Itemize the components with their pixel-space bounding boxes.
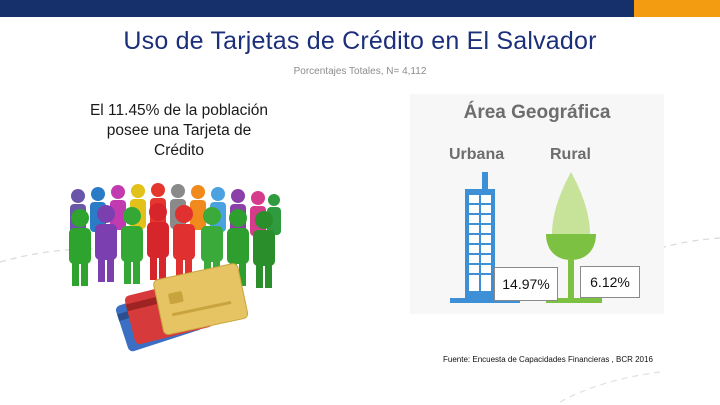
urban-label: Urbana <box>449 146 505 163</box>
stat-text: El 11.45% de la población posee una Tarj… <box>89 102 269 159</box>
slide-title: Uso de Tarjetas de Crédito en El Salvado… <box>123 27 597 55</box>
rural-label: Rural <box>550 146 591 163</box>
source-note: Fuente: Encuesta de Capacidades Financie… <box>443 355 653 364</box>
rural-percentage: 6.12% <box>580 266 640 298</box>
people-back-row <box>70 183 281 236</box>
people-crowd-icon <box>69 183 281 352</box>
people-front-row <box>69 203 275 288</box>
urban-percentage: 14.97% <box>494 267 558 301</box>
tree-icon <box>546 172 602 303</box>
geo-illustration <box>450 172 602 303</box>
slide-subtitle: Porcentajes Totales, N= 4,112 <box>293 66 427 77</box>
building-icon <box>450 172 520 303</box>
geo-area-title: Área Geográfica <box>463 102 611 123</box>
credit-cards-icon <box>115 263 249 352</box>
header-accent-bar <box>634 0 720 17</box>
header-bar <box>0 0 634 17</box>
